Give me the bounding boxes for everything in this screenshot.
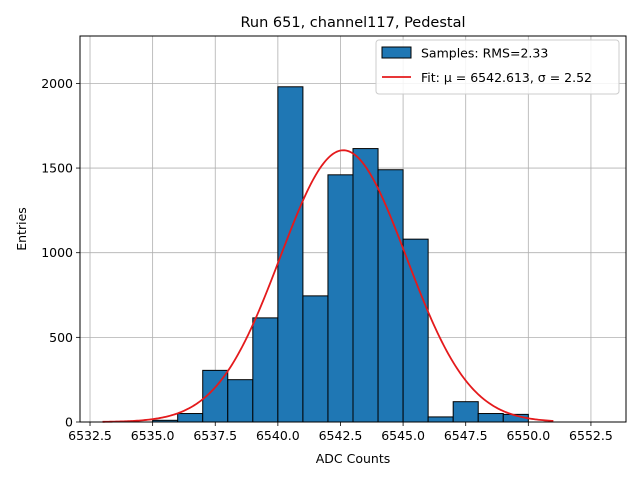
- y-tick-label: 500: [49, 330, 73, 345]
- gaussian-fit-curve: [102, 149, 554, 423]
- histogram-bar: [352, 148, 379, 423]
- histogram-bar: [302, 295, 329, 423]
- histogram-bar: [327, 174, 354, 423]
- legend-samples-swatch: [381, 46, 412, 59]
- x-tick-label: 6540.0: [256, 428, 300, 443]
- y-tick-label: 0: [65, 415, 73, 430]
- chart-title: Run 651, channel117, Pedestal: [240, 15, 465, 31]
- x-tick-label: 6550.0: [506, 428, 550, 443]
- x-tick-label: 6532.5: [68, 428, 112, 443]
- x-axis-label: ADC Counts: [316, 451, 391, 466]
- histogram-bar: [377, 169, 404, 423]
- histogram-bar: [227, 379, 254, 423]
- histogram-bar: [177, 413, 204, 423]
- plot-frame: [79, 35, 627, 423]
- x-tick-label: 6535.0: [131, 428, 175, 443]
- legend-fit-label: Fit: μ = 6542.613, σ = 2.52: [421, 70, 592, 85]
- histogram-bar: [427, 416, 454, 423]
- histogram-bar: [452, 401, 479, 423]
- y-axis-label: Entries: [14, 207, 29, 251]
- x-tick-label: 6552.5: [569, 428, 613, 443]
- x-tick-label: 6547.5: [444, 428, 488, 443]
- x-tick-label: 6537.5: [193, 428, 237, 443]
- x-tick-label: 6542.5: [319, 428, 363, 443]
- histogram-bars: [152, 86, 529, 423]
- y-tick-label: 1500: [41, 161, 73, 176]
- legend: Samples: RMS=2.33 Fit: μ = 6542.613, σ =…: [375, 39, 620, 95]
- histogram-bar: [477, 413, 504, 423]
- legend-samples-label: Samples: RMS=2.33: [421, 46, 548, 61]
- y-axis-ticks: 0 500 1000 1500 2000: [41, 76, 80, 430]
- histogram-bar: [402, 238, 429, 423]
- y-tick-label: 1000: [41, 245, 73, 260]
- histogram-bar: [252, 317, 279, 423]
- y-tick-label: 2000: [41, 76, 73, 91]
- legend-box: [375, 39, 620, 95]
- x-axis-ticks: 6532.5 6535.0 6537.5 6540.0 6542.5 6545.0 6547…: [68, 422, 613, 443]
- legend-fit-params: μ = 6542.613, σ = 2.52: [444, 70, 592, 85]
- legend-fit-prefix: Fit:: [421, 70, 444, 85]
- x-tick-label: 6545.0: [381, 428, 425, 443]
